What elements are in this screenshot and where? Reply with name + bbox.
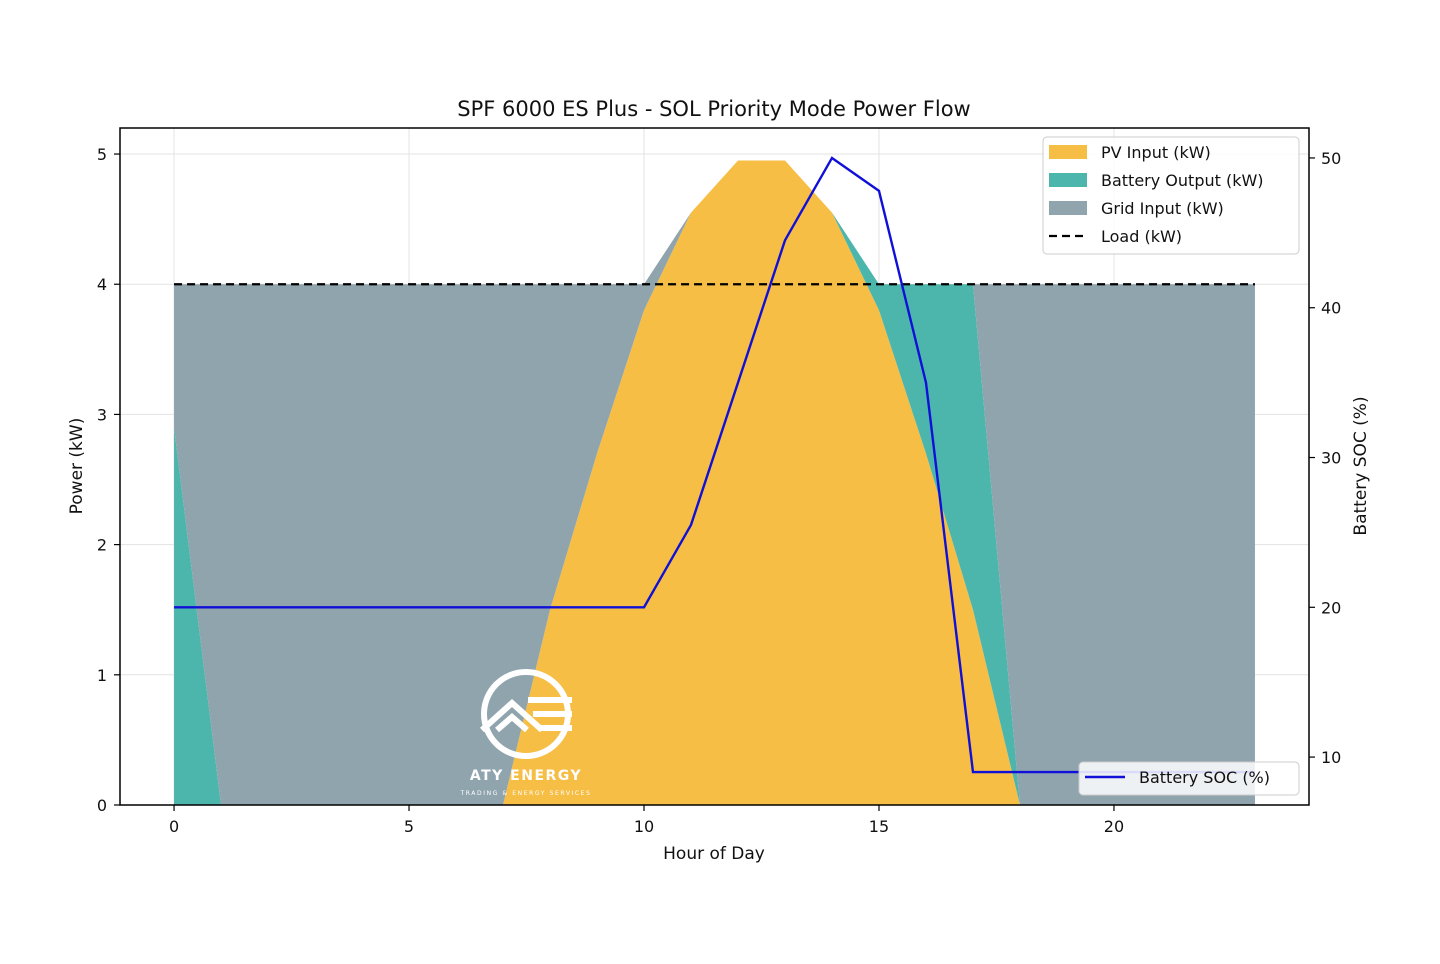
legend-swatch xyxy=(1049,173,1087,187)
legend-label: PV Input (kW) xyxy=(1101,143,1211,162)
area-pv-input-kw xyxy=(174,160,1255,806)
legend-box xyxy=(1042,136,1300,255)
y2-tick-label: 30 xyxy=(1321,449,1341,468)
legend-box xyxy=(1078,761,1300,796)
logo-tagline: TRADING & ENERGY SERVICES xyxy=(460,790,592,797)
area-series xyxy=(174,160,1255,806)
logo-bar-icon xyxy=(533,711,572,717)
y2-tick-label: 50 xyxy=(1321,149,1341,168)
soc-line xyxy=(174,156,1255,774)
x-tick-label: 15 xyxy=(869,817,889,836)
logo-bar-icon xyxy=(528,697,572,703)
legend-label: Grid Input (kW) xyxy=(1101,199,1224,218)
logo-name: ATY ENERGY xyxy=(470,768,582,784)
x-tick-label: 0 xyxy=(169,817,179,836)
y-tick-label: 5 xyxy=(97,145,107,164)
y2-tick-label: 20 xyxy=(1321,598,1341,617)
logo-bar-icon xyxy=(538,725,572,731)
legend-soc: Battery SOC (%) xyxy=(1078,761,1300,796)
y-tick-label: 4 xyxy=(97,275,107,294)
x-axis-label: Hour of Day xyxy=(663,844,765,864)
legend-label: Battery SOC (%) xyxy=(1139,768,1270,787)
x-tick-label: 5 xyxy=(404,817,414,836)
y-tick-label: 0 xyxy=(97,796,107,815)
aty-energy-logo: ATY ENERGY TRADING & ENERGY SERVICES xyxy=(460,669,592,797)
chart-title: SPF 6000 ES Plus - SOL Priority Mode Pow… xyxy=(457,97,970,121)
y2-tick-label: 40 xyxy=(1321,299,1341,318)
y-tick-label: 2 xyxy=(97,536,107,555)
line-series xyxy=(174,156,1255,774)
y-tick-label: 3 xyxy=(97,405,107,424)
legend-swatch xyxy=(1049,145,1087,159)
plot-frame xyxy=(119,127,1310,806)
legend-label: Load (kW) xyxy=(1101,227,1182,246)
y-tick-label: 1 xyxy=(97,666,107,685)
legend: PV Input (kW) Battery Output (kW) Grid Inp… xyxy=(1042,136,1300,255)
x-tick-label: 10 xyxy=(634,817,654,836)
y2-tick-label: 10 xyxy=(1321,748,1341,767)
axes: 0 5 10 15 20 0 1 2 3 4 5 10 20 30 40 50 xyxy=(97,145,1342,836)
area-grid-input-kw xyxy=(174,160,1255,806)
logo-roof-icon xyxy=(479,698,545,733)
y-axis-label: Power (kW) xyxy=(67,418,87,515)
area-battery-output-kw xyxy=(174,160,1255,806)
legend-swatch xyxy=(1049,201,1087,215)
x-tick-label: 20 xyxy=(1104,817,1124,836)
y2-axis-label: Battery SOC (%) xyxy=(1351,396,1371,535)
legend-label: Battery Output (kW) xyxy=(1101,171,1264,190)
